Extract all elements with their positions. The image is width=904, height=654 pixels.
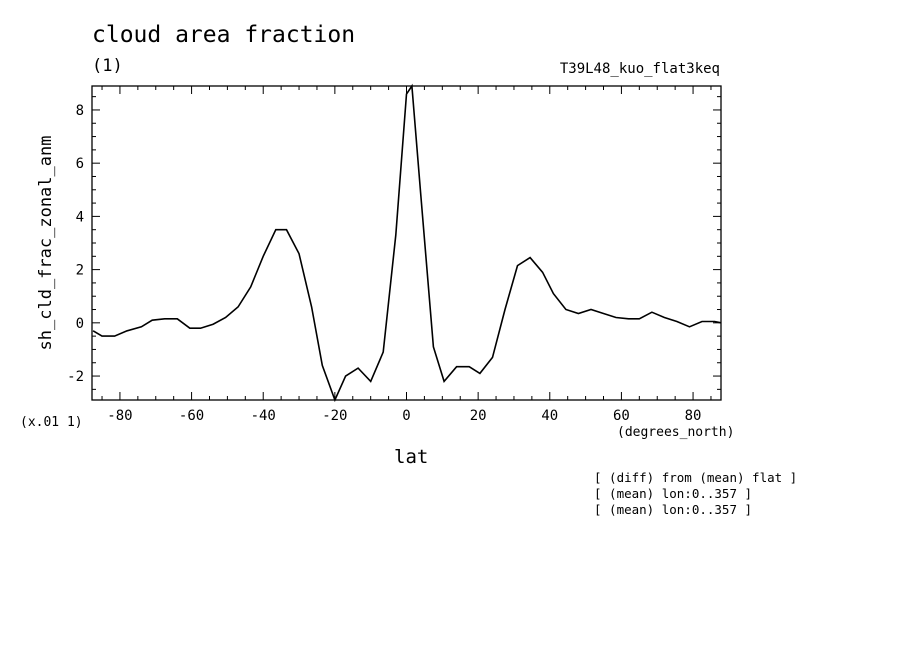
y-tick-label: 4: [76, 209, 84, 225]
x-tick-label: -80: [107, 408, 132, 424]
x-tick-label: -20: [322, 408, 347, 424]
x-tick-label: 20: [470, 408, 487, 424]
axis-ticks: [92, 86, 721, 400]
scale-note: (x.01 1): [20, 415, 83, 430]
y-tick-label: 2: [76, 263, 84, 279]
y-tick-label: 8: [76, 103, 84, 119]
plot-frame: [91, 85, 722, 401]
x-tick-label: 60: [613, 408, 630, 424]
y-tick-label: -2: [67, 369, 84, 385]
x-tick-label: 0: [402, 408, 410, 424]
note-line-1: [ (diff) from (mean) flat ]: [594, 470, 798, 485]
note-line-2: [ (mean) lon:0..357 ]: [594, 486, 753, 501]
y-tick-label: 0: [76, 316, 84, 332]
y-tick-label: 6: [76, 156, 84, 172]
x-tick-label: -40: [251, 408, 276, 424]
y-axis-label: sh_cld_frac_zonal_anm: [36, 135, 56, 351]
run-label: T39L48_kuo_flat3keq: [559, 61, 720, 77]
units-label: (1): [92, 56, 123, 76]
series-line: [92, 83, 722, 403]
x-tick-label: 40: [541, 408, 558, 424]
x-tick-label: -60: [179, 408, 204, 424]
x-axis-label: lat: [394, 446, 429, 468]
x-tick-label: 80: [685, 408, 702, 424]
x-axis-units: (degrees_north): [617, 425, 735, 440]
chart-title: cloud area fraction: [92, 22, 356, 48]
note-line-3: [ (mean) lon:0..357 ]: [594, 502, 753, 517]
